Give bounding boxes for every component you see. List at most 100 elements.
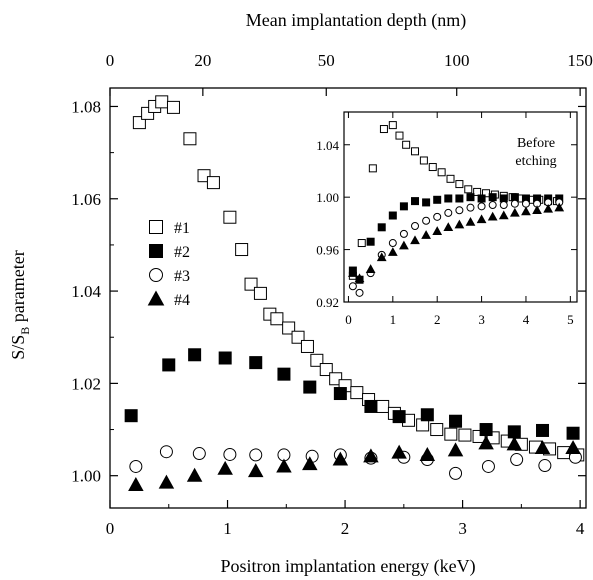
data-point [479, 423, 493, 437]
inset-data-point [432, 226, 443, 235]
data-point [217, 460, 233, 475]
data-point [247, 463, 264, 478]
inset-x-tick-label: 1 [390, 312, 397, 327]
inset-data-point [477, 202, 486, 211]
data-point [444, 427, 458, 441]
inset-data-point [510, 199, 519, 208]
top-axis-label: Mean implantation depth (nm) [246, 10, 466, 31]
data-point [333, 387, 347, 401]
inset-data-point [365, 264, 376, 273]
x-tick-label: 3 [458, 519, 467, 538]
inset-data-point [554, 202, 565, 212]
top-tick-label: 100 [444, 51, 470, 70]
inset-annotation-line: Before [517, 136, 555, 151]
inset-data-point [399, 202, 408, 211]
inset-data-point [348, 268, 358, 277]
inset-x-tick-label: 2 [434, 312, 441, 327]
y-tick-label: 1.02 [71, 374, 101, 393]
inset-data-point [388, 211, 397, 220]
data-point [158, 474, 175, 489]
legend-marker [149, 268, 163, 282]
data-point [376, 399, 390, 413]
data-point [302, 456, 318, 471]
data-point [223, 447, 237, 461]
inset-data-point [368, 164, 377, 173]
inset-data-point [421, 230, 431, 239]
inset-data-point [446, 174, 455, 183]
inset-data-point [499, 194, 508, 203]
data-point [249, 448, 263, 462]
inset-data-point [498, 210, 509, 220]
inset-data-point [455, 194, 464, 203]
data-point [507, 425, 521, 439]
inset-data-point [466, 203, 475, 212]
data-point [449, 466, 463, 480]
plot-frame [109, 87, 587, 509]
inset-data-point [379, 125, 388, 134]
legend-label: #3 [174, 268, 190, 285]
data-point [430, 423, 444, 437]
y-tick-label: 1.00 [71, 467, 101, 486]
inset-data-point [428, 163, 437, 172]
data-point [392, 410, 406, 424]
data-point [276, 458, 292, 473]
x-axis-label: Positron implantation energy (keV) [220, 556, 475, 577]
inset-data-point [395, 131, 404, 140]
x-tick-label: 2 [341, 519, 350, 538]
inset-data-point [444, 208, 453, 217]
inset-data-point [433, 195, 442, 204]
inset-data-point [455, 206, 464, 215]
data-point [192, 447, 206, 461]
inset-data-point [422, 198, 431, 207]
inset-y-tick-label: 0.92 [316, 295, 339, 310]
inset-data-point [465, 217, 476, 226]
inset-x-tick-label: 3 [478, 312, 485, 327]
data-point [218, 351, 232, 365]
data-point [128, 476, 144, 491]
inset-data-point [433, 212, 442, 221]
data-point [155, 95, 169, 109]
data-point [124, 409, 138, 423]
data-point [129, 459, 143, 473]
inset-data-point [419, 156, 428, 165]
inset-x-tick-label: 4 [523, 312, 530, 327]
data-point [235, 243, 249, 257]
inset-data-point [521, 206, 531, 216]
inset-annotation-line: etching [515, 154, 556, 169]
inset-data-point [487, 211, 498, 221]
inset-data-point [355, 288, 364, 297]
series-3 [129, 445, 582, 480]
inset-data-point [521, 199, 530, 208]
data-point [300, 339, 314, 353]
data-point [449, 414, 463, 428]
inset-data-point [464, 185, 473, 194]
data-point [420, 408, 434, 422]
inset-data-point [377, 223, 386, 232]
inset-data-point [399, 240, 409, 250]
inset-data-point [444, 194, 453, 203]
inset-data-point [437, 168, 446, 177]
inset-data-point [499, 201, 508, 210]
y-axis-label-subscript: B [18, 327, 32, 335]
inset-data-point [509, 207, 520, 217]
data-point [166, 100, 180, 114]
data-point [534, 440, 551, 455]
data-point [565, 440, 581, 455]
inset-series-4 [348, 202, 565, 283]
y-axis-label: S/SB parameter [8, 250, 32, 360]
legend-label: #1 [174, 220, 190, 237]
inset-data-point [473, 187, 482, 196]
data-point [538, 459, 552, 473]
inset-data-point [387, 247, 398, 256]
data-point [186, 467, 203, 482]
data-point [447, 442, 464, 457]
inset-data-point [410, 235, 420, 245]
inset-annotation: Before etching [515, 136, 556, 169]
inset-data-point [357, 239, 366, 248]
data-point [253, 286, 267, 300]
data-point [270, 312, 284, 326]
inset-data-point [476, 214, 487, 224]
top-tick-label: 50 [318, 51, 335, 70]
y-tick-label: 1.04 [71, 282, 101, 301]
